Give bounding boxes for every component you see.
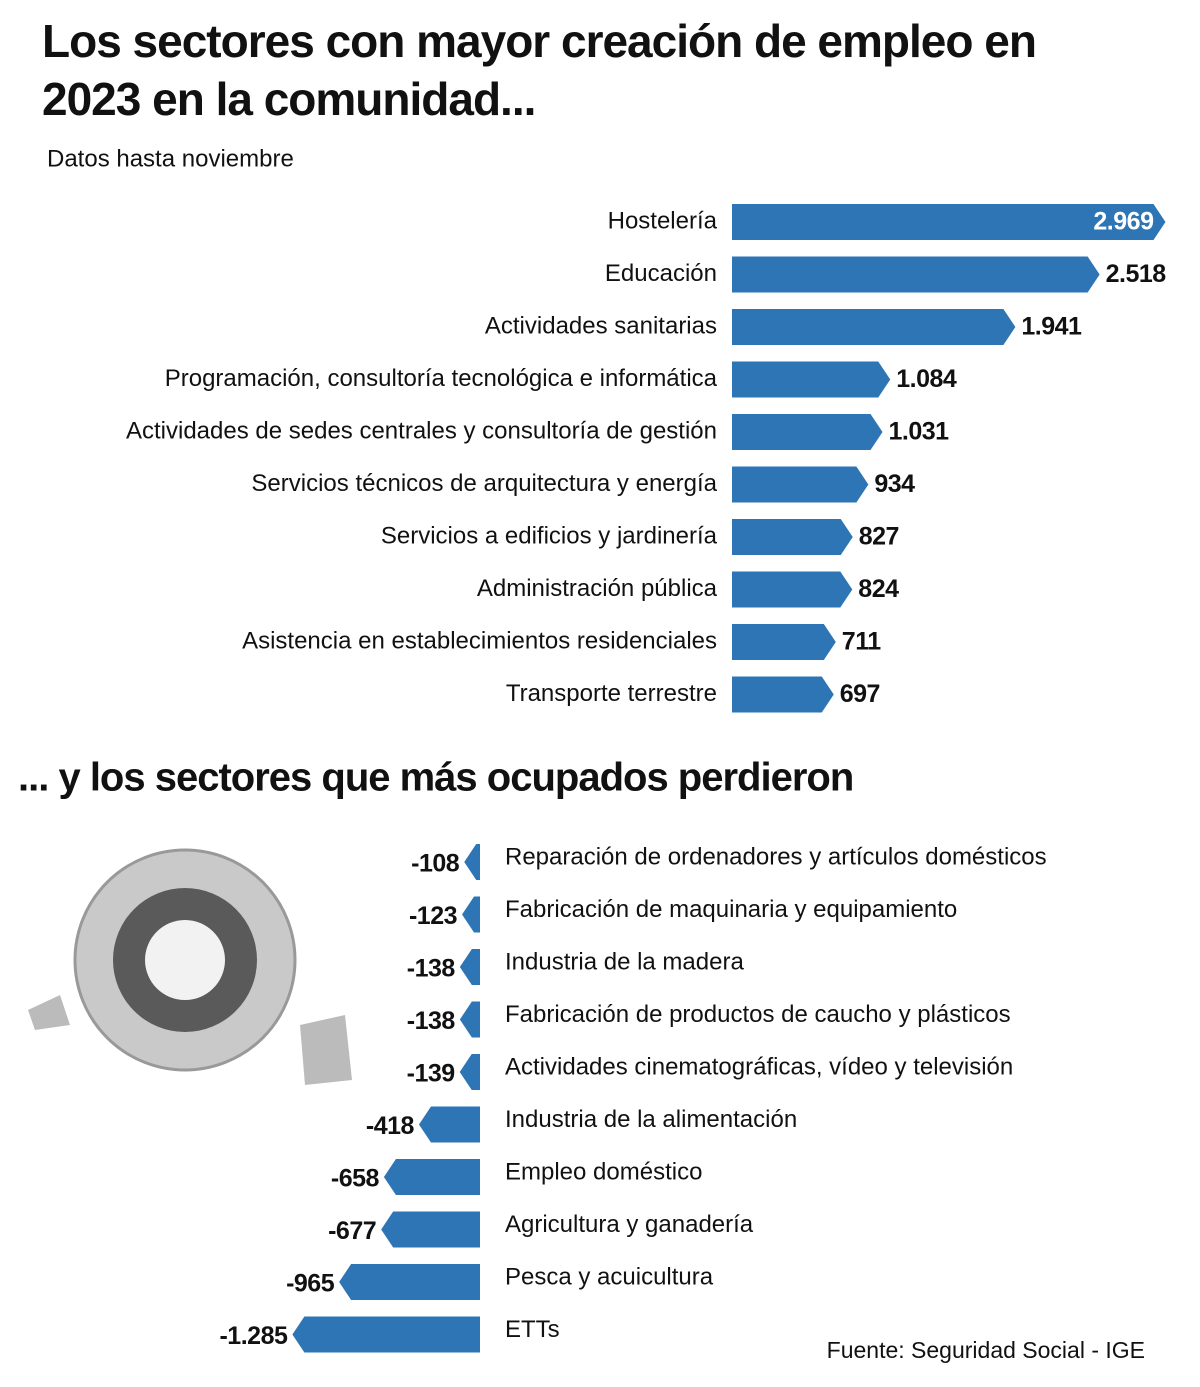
- value-label: 827: [859, 523, 899, 551]
- value-label: -677: [328, 1217, 376, 1245]
- bar: [339, 1264, 480, 1300]
- value-label: -418: [366, 1112, 415, 1140]
- category-label: Programación, consultoría tecnológica e …: [165, 365, 718, 392]
- category-label: Fabricación de maquinaria y equipamiento: [505, 896, 957, 923]
- bar: [462, 896, 480, 933]
- category-label: Industria de la madera: [505, 948, 744, 975]
- value-label: -139: [407, 1060, 455, 1088]
- bar: [732, 519, 853, 555]
- bar: [292, 1316, 480, 1353]
- chart-subtitle: Datos hasta noviembre: [47, 145, 294, 172]
- value-label: 1.084: [896, 365, 957, 393]
- category-label: Industria de la alimentación: [505, 1106, 797, 1133]
- gear-illustration: [28, 848, 352, 1085]
- bar: [732, 414, 883, 450]
- category-label: Fabricación de productos de caucho y plá…: [505, 1001, 1011, 1028]
- value-label: -123: [409, 902, 457, 930]
- bar: [732, 624, 836, 660]
- bar: [732, 466, 869, 503]
- category-label: Servicios técnicos de arquitectura y ene…: [251, 470, 717, 497]
- category-label: Agricultura y ganadería: [505, 1211, 754, 1238]
- bar: [732, 204, 1166, 240]
- category-label: Administración pública: [477, 575, 718, 602]
- value-label: 2.518: [1106, 260, 1167, 288]
- bar: [383, 1159, 480, 1195]
- bar: [464, 844, 480, 880]
- value-label: 711: [842, 628, 881, 656]
- category-label: Hostelería: [608, 207, 718, 234]
- category-label: Asistencia en establecimientos residenci…: [242, 627, 717, 654]
- bar: [418, 1106, 480, 1143]
- bar: [732, 309, 1016, 345]
- bar: [381, 1211, 480, 1248]
- category-label: Pesca y acuicultura: [505, 1263, 714, 1290]
- category-label: Actividades de sedes centrales y consult…: [126, 417, 717, 444]
- category-label: Actividades sanitarias: [485, 312, 717, 339]
- value-label: -1.285: [219, 1322, 287, 1350]
- chart-title: Los sectores con mayor creación de emple…: [42, 15, 1037, 125]
- chart-title: ... y los sectores que más ocupados perd…: [18, 756, 853, 800]
- category-label: Empleo doméstico: [505, 1158, 702, 1185]
- source: Fuente: Seguridad Social - IGE: [827, 1337, 1145, 1363]
- bar: [459, 949, 480, 985]
- bar: [732, 676, 834, 713]
- category-label: Servicios a edificios y jardinería: [381, 522, 718, 549]
- category-label: Transporte terrestre: [506, 680, 717, 707]
- category-label: Educación: [605, 260, 717, 287]
- category-label: Actividades cinematográficas, vídeo y te…: [505, 1053, 1013, 1080]
- value-label: -658: [331, 1165, 380, 1193]
- bar: [459, 1001, 480, 1038]
- category-label: ETTs: [505, 1316, 560, 1343]
- value-label: 824: [858, 575, 899, 603]
- value-label: 1.941: [1021, 313, 1082, 341]
- category-label: Reparación de ordenadores y artículos do…: [505, 843, 1047, 870]
- value-label: 697: [840, 680, 880, 708]
- value-label: -138: [407, 1007, 456, 1035]
- value-label: -138: [407, 955, 456, 983]
- value-label: 934: [874, 470, 915, 498]
- value-label: 2.969: [1093, 208, 1153, 236]
- bar: [459, 1054, 480, 1090]
- bar: [732, 361, 891, 398]
- value-label: -965: [286, 1270, 335, 1298]
- value-label: -108: [411, 850, 460, 878]
- value-label: 1.031: [889, 418, 950, 446]
- bar: [732, 256, 1100, 293]
- bar: [732, 571, 853, 608]
